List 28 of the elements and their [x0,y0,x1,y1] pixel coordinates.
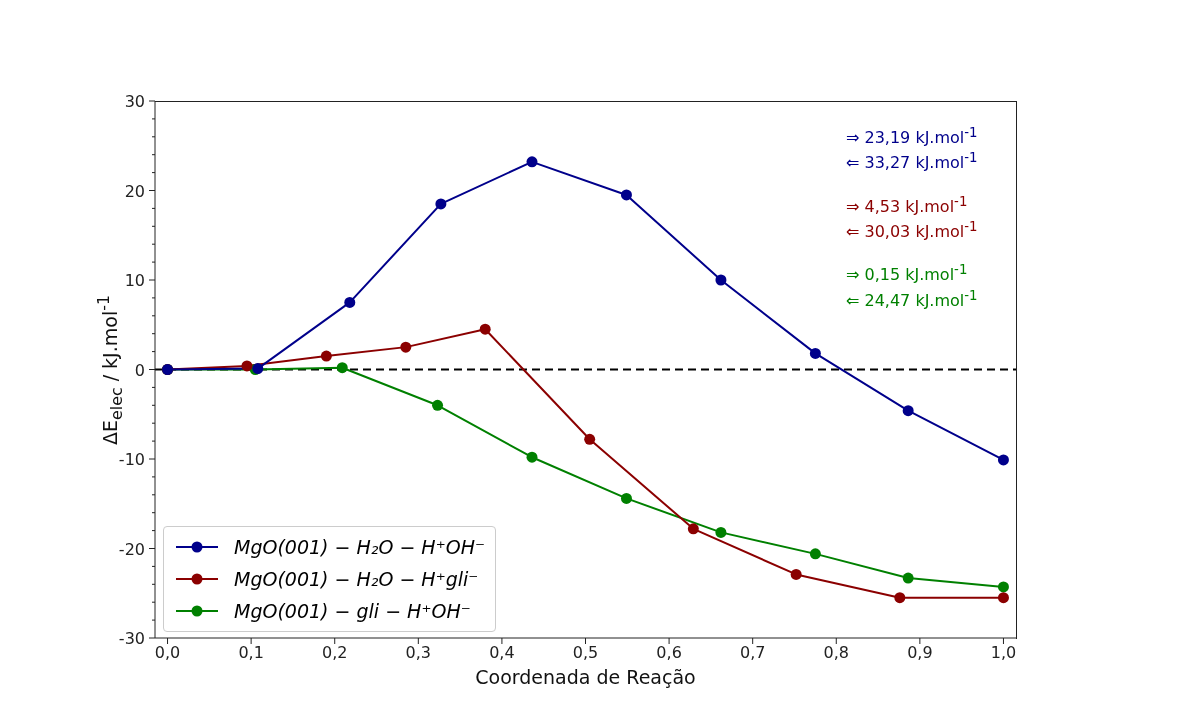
annotation: ⇐ 30,03 kJ.mol$^{-1}$ [846,218,978,243]
legend-label: MgO(001) − H₂O − H⁺gli⁻ [234,568,479,590]
annotation: ⇒ 0,15 kJ.mol$^{-1}$ [846,261,969,286]
y-tick-label: -10 [118,450,145,469]
x-tick-label: 0,8 [823,643,849,662]
y-tick-label: -30 [118,629,145,648]
y-tick-label: -20 [118,539,145,559]
annotation: ⇐ 24,47 kJ.mol$^{-1}$ [846,286,978,311]
annotation: ⇒ 4,53 kJ.mol$^{-1}$ [846,192,969,217]
legend-label: MgO(001) − gli − H⁺OH⁻ [234,600,471,622]
x-tick-label: 0,3 [405,643,432,662]
x-tick-label: 0,1 [238,643,264,662]
x-tick-label: 0,7 [739,643,766,662]
x-tick-label: 0,4 [489,643,515,662]
x-tick-label: 0,6 [656,643,682,662]
x-tick-label: 0,0 [154,643,181,662]
y-tick-label: 0 [134,360,145,380]
y-tick-label: 30 [124,92,145,111]
annotation: ⇐ 33,27 kJ.mol$^{-1}$ [846,149,978,174]
legend-label: MgO(001) − H₂O − H⁺OH⁻ [234,536,485,558]
x-tick-label: 0,5 [572,643,599,662]
y-tick-label: 10 [124,271,145,290]
annotation: ⇒ 23,19 kJ.mol$^{-1}$ [846,124,978,149]
x-tick-label: 0,2 [322,643,348,662]
x-tick-label: 0,9 [907,643,933,662]
x-tick-label: 1,0 [990,643,1017,662]
y-tick-label: 20 [124,181,145,201]
x-axis-title: Coordenada de Reação [475,666,696,688]
